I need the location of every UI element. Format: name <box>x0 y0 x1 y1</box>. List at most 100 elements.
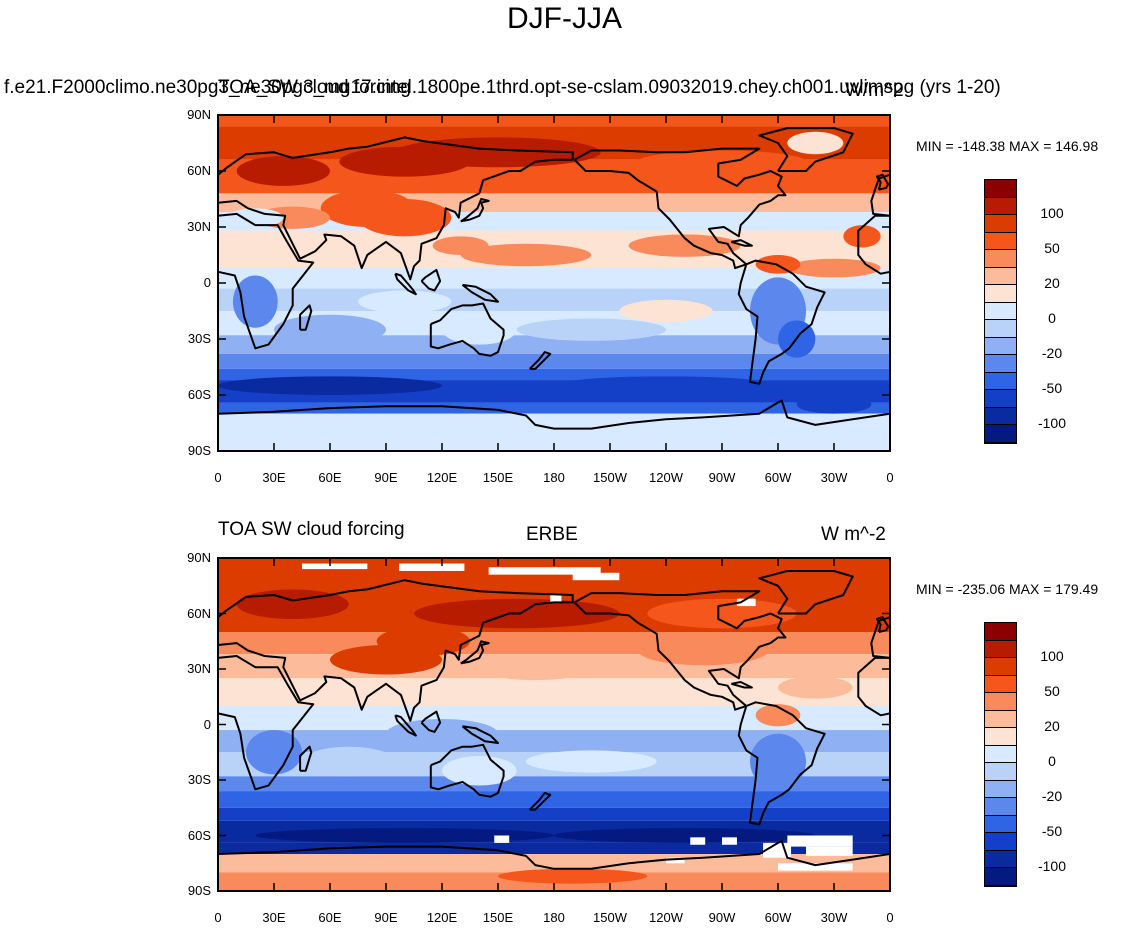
coastline <box>217 655 315 791</box>
coastline <box>731 681 753 689</box>
colorbar-swatch <box>985 763 1016 781</box>
panel1-map-svg <box>217 114 891 452</box>
lat-tick-label: 30N <box>187 219 211 234</box>
lat-tick-label: 0 <box>203 275 211 290</box>
lon-tick-label: 60W <box>764 470 792 485</box>
coastline <box>429 743 505 798</box>
lon-tick-label: 150W <box>593 910 627 925</box>
lon-tick-label: 0 <box>214 910 222 925</box>
lon-tick-label: 30E <box>262 470 286 485</box>
colorbar-swatch <box>985 355 1016 373</box>
coastline <box>573 590 787 711</box>
coastline <box>217 579 574 722</box>
panel1-minmax: MIN = -148.38 MAX = 146.98 <box>916 138 1099 154</box>
coastline <box>217 840 891 870</box>
colorbar-label: 0 <box>1048 310 1056 327</box>
lon-tick-label: 150E <box>482 470 514 485</box>
lat-tick-label: 60S <box>187 827 211 843</box>
coastline <box>299 745 313 772</box>
coastline <box>731 239 753 247</box>
lat-tick-label: 90N <box>187 550 211 565</box>
coastline <box>528 351 552 370</box>
colorbar-label: 100 <box>1040 648 1064 665</box>
colorbar-swatch <box>985 850 1016 869</box>
coastline <box>758 127 854 172</box>
colorbar-swatch <box>985 302 1016 321</box>
lat-tick-label: 60S <box>187 387 211 402</box>
coastline <box>875 616 890 633</box>
panel2-center-title: ERBE <box>526 524 578 545</box>
lat-tick-label: 30N <box>187 661 211 676</box>
colorbar-label: 20 <box>1044 275 1060 292</box>
page-title: DJF-JJA <box>507 2 622 35</box>
colorbar-label: 20 <box>1044 718 1060 735</box>
coastline <box>857 214 891 275</box>
panel1-map <box>217 114 891 452</box>
lat-tick-label: 90N <box>187 107 211 122</box>
lon-tick-label: 30W <box>820 470 848 485</box>
coastline <box>737 259 826 385</box>
panel1-left-title: TOA_SW cloud forcing <box>218 77 411 98</box>
colorbar-swatch <box>985 267 1016 286</box>
colorbar-swatch <box>985 658 1016 676</box>
coastline <box>870 616 891 659</box>
coastline <box>461 283 499 303</box>
colorbar-swatch <box>985 320 1016 338</box>
colorbar-swatch <box>985 372 1016 391</box>
coastline <box>460 198 490 223</box>
coastline <box>460 640 490 665</box>
panel2-minmax: MIN = -235.06 MAX = 179.49 <box>916 581 1099 597</box>
lon-tick-label: 180 <box>543 470 565 485</box>
lon-tick-label: 90W <box>708 910 736 925</box>
lon-tick-label: 180 <box>543 910 565 925</box>
colorbar-swatch <box>985 232 1016 251</box>
lon-tick-label: 90W <box>708 470 736 485</box>
coastline <box>429 302 505 357</box>
colorbar-swatch <box>985 640 1016 659</box>
lon-tick-label: 150W <box>593 470 627 485</box>
colorbar-swatch <box>985 693 1016 711</box>
colorbar-swatch <box>985 868 1016 886</box>
lon-tick-label: 60E <box>318 910 342 925</box>
panel1-colorbar <box>984 179 1017 444</box>
colorbar-swatch <box>985 728 1016 746</box>
lat-tick-label: 30S <box>187 772 211 787</box>
lat-tick-label: 90S <box>187 883 211 898</box>
colorbar-label: 50 <box>1044 240 1060 257</box>
lon-tick-label: 120E <box>426 470 458 485</box>
coastline <box>420 268 442 292</box>
lat-tick-label: 0 <box>203 716 211 732</box>
colorbar-swatch <box>985 215 1016 233</box>
coastline <box>394 714 417 737</box>
coastline <box>394 272 417 296</box>
colorbar-swatch <box>985 425 1016 443</box>
colorbar-label: 0 <box>1048 753 1056 770</box>
panel2-map <box>217 557 891 892</box>
coastline <box>573 147 787 270</box>
lon-tick-label: 0 <box>214 470 222 485</box>
panel2-map-svg <box>217 557 891 892</box>
lon-tick-label: 30E <box>262 910 286 925</box>
coastline <box>758 570 854 615</box>
panel1-center-title: f.e21.F2000climo.ne30pg3_ne30pg3_mg17.in… <box>4 77 1001 98</box>
colorbar-swatch <box>985 833 1016 851</box>
lon-tick-label: 0 <box>886 910 894 925</box>
colorbar-swatch <box>985 197 1016 216</box>
colorbar-swatch <box>985 250 1016 268</box>
colorbar-label: -100 <box>1037 415 1067 432</box>
lon-tick-label: 90E <box>374 910 398 925</box>
colorbar-swatch <box>985 623 1016 641</box>
colorbar-swatch <box>985 285 1016 303</box>
lon-tick-label: 120E <box>426 910 458 925</box>
coastline <box>857 656 891 717</box>
colorbar-label: -50 <box>1041 823 1063 840</box>
colorbar-swatch <box>985 390 1016 408</box>
lat-tick-label: 60N <box>187 605 211 621</box>
colorbar-swatch <box>985 337 1016 356</box>
colorbar-swatch <box>985 815 1016 834</box>
coastline <box>737 701 826 826</box>
coastline <box>461 725 499 744</box>
lon-tick-label: 60W <box>764 910 792 925</box>
lat-tick-label: 30S <box>187 331 211 346</box>
coastline <box>299 304 313 331</box>
